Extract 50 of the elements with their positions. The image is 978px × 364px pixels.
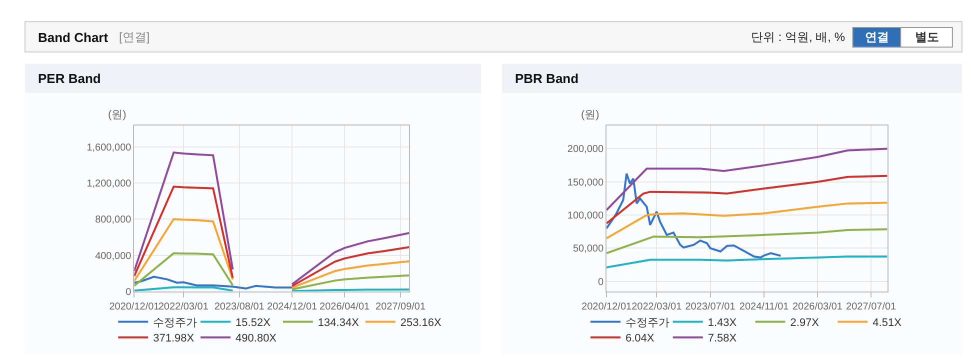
line-series — [134, 276, 294, 290]
y-tick-label: 1,600,000 — [86, 142, 132, 154]
text: [연결] — [119, 30, 150, 44]
x-tick-label: 2024/12/01 — [267, 301, 318, 312]
legend-label: 15.52X — [236, 316, 272, 329]
x-tick-label: 2023/08/01 — [214, 301, 265, 312]
x-tick-label: 2024/11/01 — [739, 301, 790, 312]
legend-label: 490.80X — [236, 332, 278, 345]
legend-label: 수정주가 — [153, 316, 198, 329]
x-tick-label: 2022/03/01 — [158, 301, 209, 312]
line-series — [606, 255, 888, 268]
y-tick-label: 200,000 — [567, 144, 604, 156]
legend-label: 253.16X — [400, 316, 442, 329]
legend-label: 6.04X — [625, 332, 655, 345]
legend-label: 7.58X — [708, 332, 738, 345]
legend-label: 134.34X — [318, 316, 360, 329]
line-series — [606, 148, 888, 212]
y-tick-label: 100,000 — [567, 210, 604, 222]
y-tick-label: 400,000 — [95, 250, 132, 262]
x-tick-label: 2026/04/01 — [320, 301, 370, 312]
line-series — [606, 228, 888, 254]
x-tick-label: 2027/09/01 — [376, 301, 426, 312]
y-tick-label: 800,000 — [95, 214, 132, 226]
chart-title: PBR Band — [515, 71, 579, 86]
text: 별도 — [915, 30, 939, 44]
y-tick-label: 50,000 — [572, 244, 604, 255]
y-tick-label: 150,000 — [567, 177, 604, 188]
text: Band Chart — [38, 30, 109, 45]
text: 단위 : 억원, 배, % — [751, 30, 846, 44]
y-tick-label: 0 — [598, 276, 604, 288]
legend-label: 수정주가 — [625, 316, 670, 329]
x-tick-label: 2027/07/01 — [846, 301, 897, 312]
y-tick-label: 1,200,000 — [86, 178, 132, 190]
line-series — [606, 174, 888, 224]
x-tick-label: 2026/03/01 — [792, 301, 843, 312]
x-tick-label: 2020/12/01 — [582, 301, 632, 312]
y-tick-label: 0 — [126, 286, 132, 298]
x-tick-label: 2022/03/01 — [632, 301, 682, 312]
line-series — [606, 202, 888, 240]
y-axis-title: (원) — [108, 109, 126, 121]
y-axis-title: (원) — [581, 109, 600, 121]
x-tick-label: 2020/12/01 — [109, 301, 160, 312]
x-tick-label: 2023/07/01 — [685, 301, 736, 312]
chart-title: PER Band — [38, 71, 101, 86]
legend-label: 4.51X — [872, 316, 902, 329]
legend-label: 1.43X — [708, 316, 738, 329]
legend-label: 371.98X — [153, 332, 195, 345]
text: 연결 — [865, 30, 889, 44]
line-series — [606, 172, 782, 258]
legend-label: 2.97X — [790, 316, 820, 329]
